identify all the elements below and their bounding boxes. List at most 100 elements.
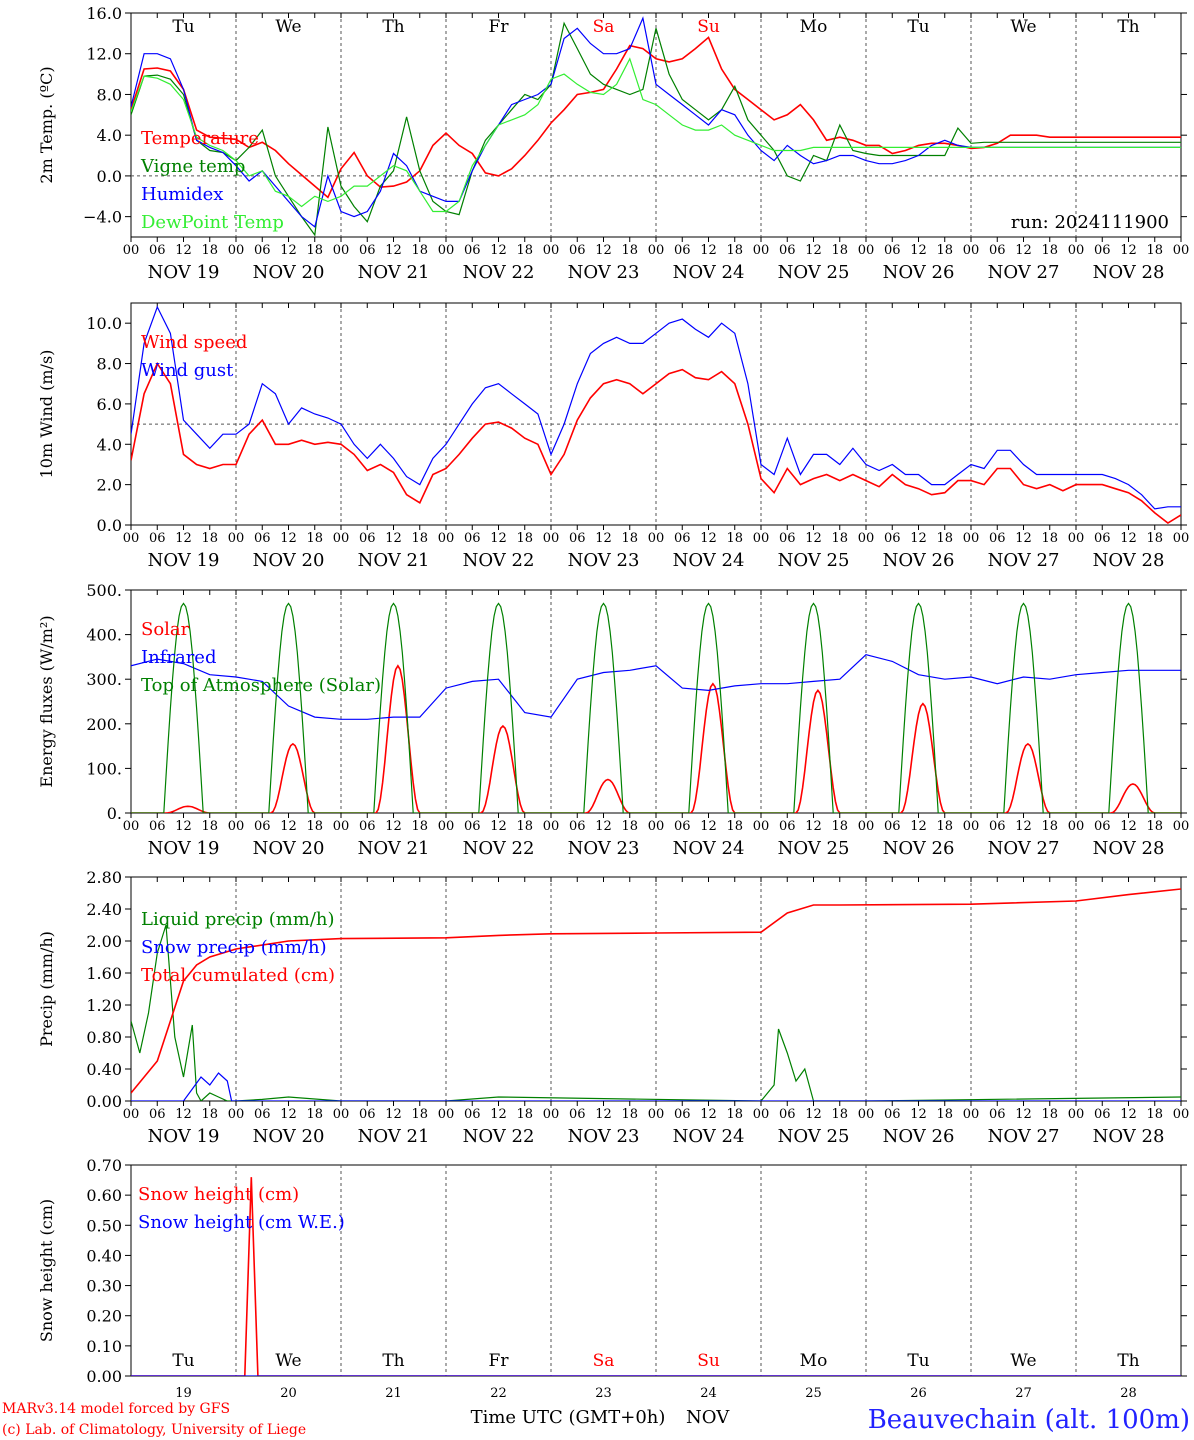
day-name-label: Sa xyxy=(593,17,615,37)
legend-entry: Temperature xyxy=(141,128,259,149)
date-label: NOV 20 xyxy=(253,838,325,859)
date-label: NOV 26 xyxy=(883,1126,955,1147)
hour-tick-label: 06 xyxy=(1094,243,1111,258)
y-tick-label: 10.0 xyxy=(86,314,122,333)
day-name-label: We xyxy=(1010,17,1036,37)
hour-tick-label: 06 xyxy=(989,1107,1006,1122)
legend-entry: Liquid precip (mm/h) xyxy=(141,909,335,930)
hour-tick-label: 06 xyxy=(254,243,271,258)
hour-tick-label: 00 xyxy=(123,819,140,834)
hour-tick-label: 00 xyxy=(963,243,980,258)
y-tick-label: 2.0 xyxy=(97,476,122,495)
date-label: NOV 27 xyxy=(988,838,1060,859)
hour-tick-label: 06 xyxy=(149,1107,166,1122)
plot-frame xyxy=(130,12,1182,238)
hour-tick-label: 18 xyxy=(201,1107,218,1122)
hour-tick-label: 00 xyxy=(648,819,665,834)
hour-tick-label: 06 xyxy=(359,1107,376,1122)
date-label: NOV 24 xyxy=(673,262,745,283)
hour-tick-label: 00 xyxy=(1173,243,1190,258)
hour-tick-label: 18 xyxy=(411,531,428,546)
hour-tick-label: 18 xyxy=(516,531,533,546)
hour-tick-label: 18 xyxy=(831,1107,848,1122)
hour-tick-label: 18 xyxy=(1146,1107,1163,1122)
date-label: NOV 28 xyxy=(1093,262,1165,283)
hour-tick-label: 12 xyxy=(805,819,822,834)
series-group xyxy=(131,888,1181,1101)
hour-tick-label: 00 xyxy=(543,243,560,258)
y-tick-label: 0.40 xyxy=(86,1246,122,1265)
hour-tick-label: 00 xyxy=(1068,1107,1085,1122)
hour-tick-label: 18 xyxy=(726,531,743,546)
date-label: NOV 27 xyxy=(988,550,1060,571)
hour-tick-label: 12 xyxy=(700,531,717,546)
hour-tick-label: 18 xyxy=(621,243,638,258)
y-axis-label: Snow height (cm) xyxy=(37,1199,56,1342)
station-label: Beauvechain (alt. 100m) xyxy=(868,1405,1190,1435)
hour-tick-label: 00 xyxy=(858,531,875,546)
hour-tick-label: 06 xyxy=(569,243,586,258)
y-tick-label: 400. xyxy=(86,626,122,645)
hour-tick-label: 00 xyxy=(858,243,875,258)
hour-tick-label: 06 xyxy=(254,531,271,546)
hour-tick-label: 06 xyxy=(359,819,376,834)
hour-tick-label: 12 xyxy=(595,243,612,258)
date-label: NOV 24 xyxy=(673,550,745,571)
hour-tick-label: 12 xyxy=(910,531,927,546)
y-tick-label: 100. xyxy=(86,759,122,778)
hour-tick-label: 00 xyxy=(333,243,350,258)
hour-tick-label: 06 xyxy=(989,531,1006,546)
date-label: NOV 22 xyxy=(463,262,535,283)
hour-tick-label: 18 xyxy=(201,531,218,546)
y-tick-label: 16.0 xyxy=(86,4,122,23)
flux-panel: 0. 100. 200. 300. 400. 500. Energy fluxes (W/m… xyxy=(37,581,1189,859)
hour-tick-label: 00 xyxy=(753,1107,770,1122)
hour-tick-label: 18 xyxy=(726,243,743,258)
hour-tick-label: 12 xyxy=(490,243,507,258)
hour-tick-label: 06 xyxy=(674,1107,691,1122)
date-label: NOV 20 xyxy=(253,1126,325,1147)
hour-tick-label: 18 xyxy=(1041,819,1058,834)
y-tick-label: 2.40 xyxy=(86,900,122,919)
date-label: NOV 27 xyxy=(988,1126,1060,1147)
hour-tick-label: 12 xyxy=(700,243,717,258)
hour-tick-label: 00 xyxy=(438,531,455,546)
legend-entry: DewPoint Temp xyxy=(141,212,284,233)
series-line-infrared xyxy=(131,654,1181,720)
hour-tick-label: 06 xyxy=(779,531,796,546)
date-label: NOV 28 xyxy=(1093,1126,1165,1147)
date-label: NOV 21 xyxy=(358,550,430,571)
series-line-snow-height-cm xyxy=(131,1177,1181,1376)
series-group xyxy=(131,602,1181,813)
date-label: NOV 25 xyxy=(778,262,850,283)
date-label: NOV 19 xyxy=(148,262,220,283)
hour-tick-label: 00 xyxy=(963,531,980,546)
hour-tick-label: 00 xyxy=(648,531,665,546)
date-label: NOV 22 xyxy=(463,838,535,859)
y-tick-label: 4.0 xyxy=(97,126,122,145)
day-number-label: 28 xyxy=(1120,1386,1137,1401)
hour-tick-label: 12 xyxy=(175,1107,192,1122)
hour-tick-label: 00 xyxy=(123,243,140,258)
hour-tick-label: 00 xyxy=(123,531,140,546)
date-label: NOV 26 xyxy=(883,262,955,283)
model-credit: MARv3.14 model forced by GFS xyxy=(2,1401,230,1417)
hour-tick-label: 12 xyxy=(700,1107,717,1122)
hour-tick-label: 00 xyxy=(858,819,875,834)
y-tick-label: 0.0 xyxy=(97,167,122,186)
date-label: NOV 25 xyxy=(778,1126,850,1147)
hour-tick-label: 12 xyxy=(910,819,927,834)
y-tick-label: 0. xyxy=(107,804,122,823)
hour-tick-label: 18 xyxy=(306,819,323,834)
hour-tick-label: 00 xyxy=(648,243,665,258)
y-tick-label: 0.40 xyxy=(86,1060,122,1079)
date-label: NOV 28 xyxy=(1093,550,1165,571)
legend-entry: Wind gust xyxy=(141,360,234,381)
hour-tick-label: 12 xyxy=(1015,243,1032,258)
date-label: NOV 19 xyxy=(148,838,220,859)
hour-tick-label: 00 xyxy=(543,531,560,546)
series-line-liquid-precip-mm-h xyxy=(131,924,1181,1101)
series-line-wind-speed xyxy=(131,361,1181,524)
y-tick-label: 1.60 xyxy=(86,964,122,983)
date-label: NOV 23 xyxy=(568,1126,640,1147)
